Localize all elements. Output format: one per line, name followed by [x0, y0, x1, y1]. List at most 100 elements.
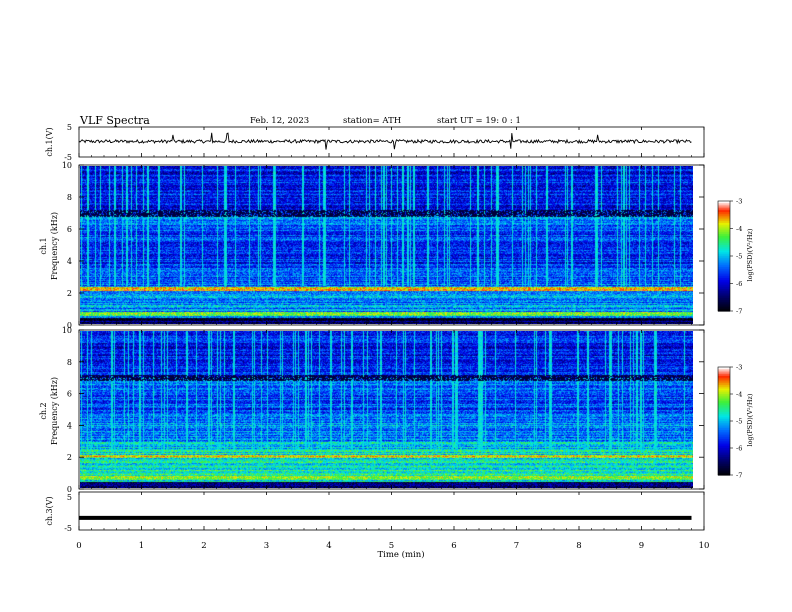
colorbar-segment [718, 274, 730, 277]
colorbar-segment [718, 467, 730, 471]
colorbar-segment [718, 442, 730, 445]
colorbar-segment [718, 239, 730, 242]
colorbar-segment [718, 268, 730, 272]
colorbar-segment [718, 397, 730, 400]
colorbar-tick-label: -5 [736, 253, 742, 261]
ch1-spec-ytick-label: 8 [67, 193, 72, 202]
time-tick-label: 6 [451, 541, 456, 551]
colorbar-segment [718, 300, 730, 303]
colorbar-segment [718, 298, 730, 301]
colorbar-segment [718, 226, 730, 230]
colorbar-segment [718, 435, 730, 438]
colorbar-tick-label: -3 [736, 364, 742, 372]
colorbar-segment [718, 309, 730, 312]
ch2-colorbar-label: log(PSD)(V²/Hz) [746, 393, 754, 446]
colorbar-segment [718, 290, 730, 294]
colorbar-tick-label: -5 [736, 418, 742, 426]
ch2-spec-ytick-label: 0 [67, 485, 72, 494]
time-tick-label: 4 [326, 541, 331, 551]
time-tick-label: 3 [264, 541, 269, 551]
colorbar-segment [718, 413, 730, 417]
colorbar-segment [718, 215, 730, 219]
colorbar-segment [718, 252, 730, 255]
ch1-ytick-top: 5 [67, 123, 72, 132]
colorbar-segment [718, 439, 730, 442]
colorbar-segment [718, 390, 730, 393]
ch1-spectrogram-image [80, 166, 693, 324]
ch1-spec-image-holder [80, 166, 693, 324]
ch2-spec-image-holder [80, 331, 693, 488]
colorbar-segment [718, 401, 730, 404]
colorbar-segment [718, 202, 730, 206]
ch2-spectrogram-panel: ch.2 Frequency (kHz) 0 2 4 6 8 10 [39, 326, 705, 494]
colorbar-segment [718, 424, 730, 427]
colorbar-segment [718, 228, 730, 231]
time-axis: 0 1 2 3 4 5 6 7 8 9 10 [76, 127, 709, 551]
colorbar-segment [718, 223, 730, 226]
colorbar-segment [718, 430, 730, 433]
ch1-spec-ytick-label: 0 [67, 321, 72, 330]
colorbar-segment [718, 224, 730, 228]
colorbar-segment [718, 462, 730, 465]
colorbar-segment [718, 201, 730, 204]
colorbar-segment [718, 410, 730, 413]
colorbar-segment [718, 367, 730, 370]
colorbar-segment [718, 250, 730, 253]
colorbar-segment [718, 256, 730, 259]
station-label: station= ATH [343, 116, 401, 126]
colorbar-segment [718, 376, 730, 379]
colorbar-segment [718, 469, 730, 472]
ch2-spec-ylabel: Frequency (kHz) [50, 377, 59, 445]
colorbar-segment [718, 287, 730, 290]
time-tick-label: 7 [514, 541, 519, 551]
ch1-colorbar: -3 -4 -5 -6 -7 [717, 198, 742, 316]
colorbar-segment [718, 449, 730, 453]
colorbar-segment [718, 444, 730, 447]
colorbar-segment [718, 419, 730, 422]
time-axis-label: Time (min) [377, 549, 424, 560]
time-tick-label: 10 [699, 541, 710, 551]
colorbar-segment [718, 305, 730, 308]
ch1-colorbar-label: log(PSD)(V²/Hz) [746, 228, 754, 281]
ch1-ytick-bottom: -5 [64, 153, 72, 162]
colorbar-segment [718, 276, 730, 279]
colorbar-segment [718, 399, 730, 402]
ch2-spec-ytick-label: 2 [67, 453, 72, 462]
ch2-spec-ytick-label: 8 [67, 358, 72, 367]
colorbar-segment [718, 422, 730, 426]
colorbar-segment [718, 230, 730, 233]
colorbar-segment [718, 395, 730, 399]
colorbar-segment [718, 408, 730, 411]
ch1-spec-ytick-label: 2 [67, 289, 72, 298]
colorbar-tick-label: -6 [736, 445, 742, 453]
colorbar-segment [718, 257, 730, 261]
colorbar-segment [718, 464, 730, 467]
colorbar-segment [718, 263, 730, 266]
colorbar-segment [718, 455, 730, 458]
colorbar-segment [718, 370, 730, 373]
colorbar-segment [718, 392, 730, 395]
colorbar-segment [718, 415, 730, 418]
colorbar-segment [718, 272, 730, 275]
ch1-spec-ytick-label: 4 [67, 257, 72, 266]
ch3-waveform-panel: 5 -5 ch.3(V) [45, 491, 705, 533]
colorbar-segment [718, 301, 730, 305]
colorbar-segment [718, 388, 730, 391]
colorbar-segment [718, 261, 730, 264]
ch1-spec-channel-label: ch.1 [39, 237, 48, 254]
time-tick-label: 2 [201, 541, 206, 551]
colorbar-segment [718, 440, 730, 444]
colorbar-segment [718, 448, 730, 451]
colorbar-segment [718, 292, 730, 296]
time-tick-label: 5 [389, 541, 394, 551]
colorbar-segment [718, 421, 730, 424]
colorbar-segment [718, 208, 730, 211]
colorbar-segment [718, 281, 730, 285]
colorbar-segment [718, 213, 730, 217]
ch2-spectrogram-image [80, 331, 693, 488]
colorbar-segment [718, 446, 730, 449]
colorbar-segment [718, 212, 730, 215]
colorbar-segment [718, 221, 730, 224]
colorbar-segment [718, 433, 730, 436]
